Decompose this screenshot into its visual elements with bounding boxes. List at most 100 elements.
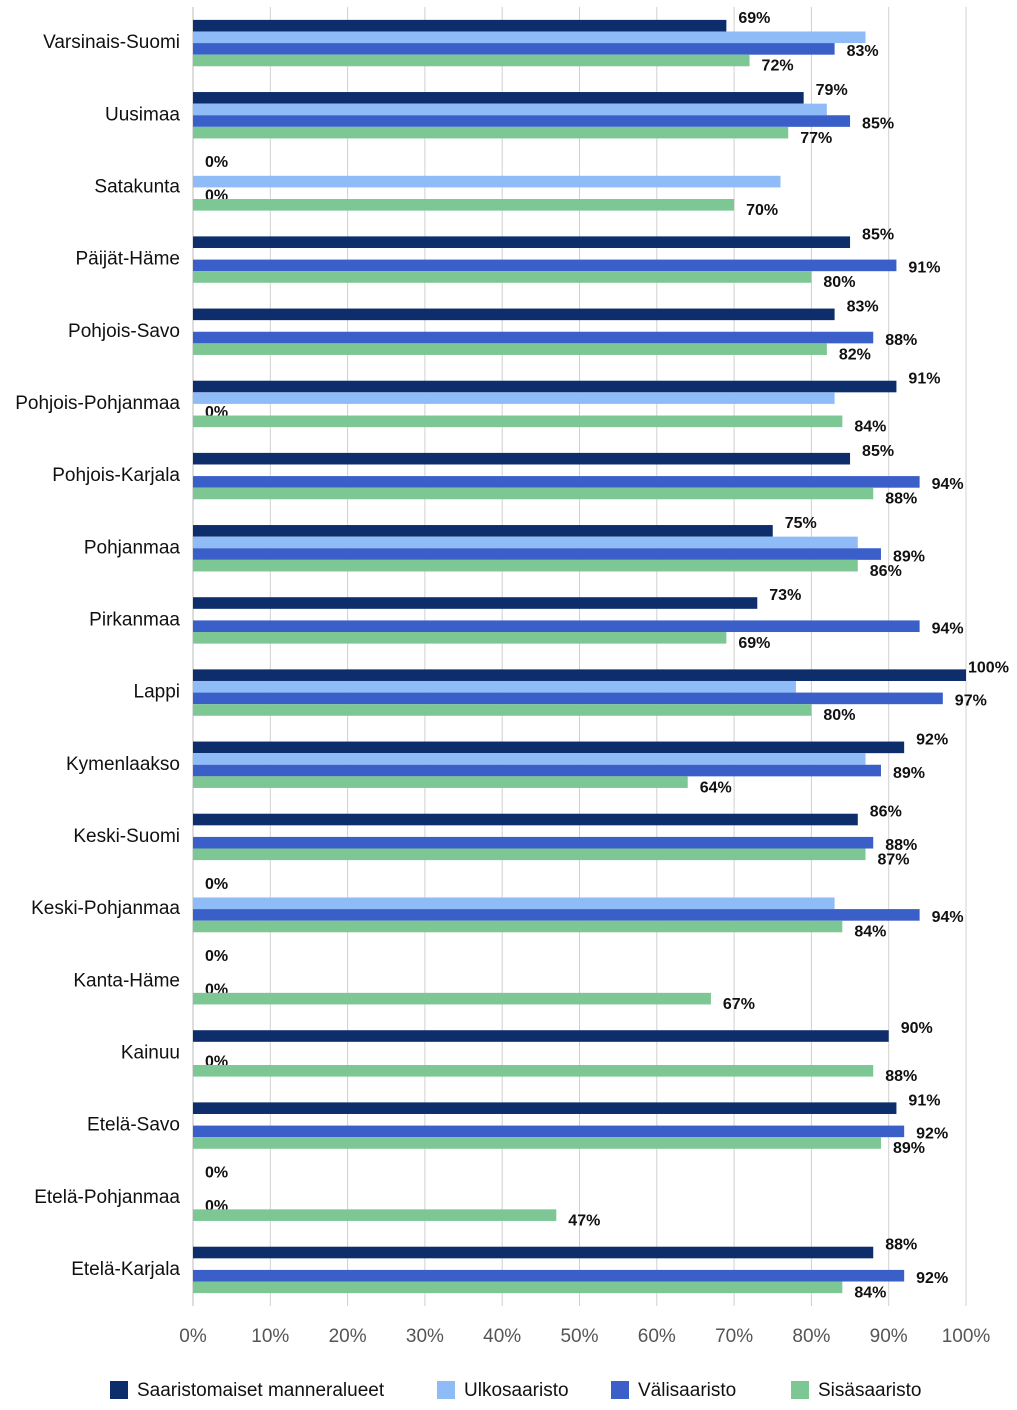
legend-label: Ulkosaaristo <box>464 1380 569 1401</box>
value-label: 70% <box>746 202 778 219</box>
bar <box>193 343 827 355</box>
x-tick-label: 10% <box>251 1326 289 1347</box>
value-label: 85% <box>862 443 894 460</box>
value-label: 97% <box>955 693 987 710</box>
bar <box>193 669 966 681</box>
bar <box>193 848 866 861</box>
bar <box>193 897 835 910</box>
bar <box>193 259 897 272</box>
value-label: 47% <box>568 1212 600 1229</box>
x-tick-label: 0% <box>179 1326 207 1347</box>
bar <box>193 1030 889 1042</box>
category-label: Etelä-Savo <box>87 1115 180 1136</box>
value-label: 72% <box>762 58 794 75</box>
bar <box>193 115 851 127</box>
bar <box>193 392 835 404</box>
value-label: 64% <box>700 779 732 796</box>
bar <box>193 308 835 321</box>
bar <box>193 19 727 32</box>
legend-swatch <box>110 1381 128 1399</box>
bar <box>193 331 874 344</box>
value-label: 84% <box>854 1285 886 1302</box>
bar <box>193 597 758 609</box>
value-label: 83% <box>847 43 879 60</box>
bar <box>193 103 827 116</box>
category-label: Kainuu <box>121 1042 180 1063</box>
bar <box>193 559 858 572</box>
value-label: 92% <box>916 1270 948 1287</box>
value-label: 92% <box>916 732 948 749</box>
x-tick-label: 50% <box>560 1326 598 1347</box>
category-label: Pohjois-Pohjanmaa <box>15 393 180 414</box>
bar <box>193 704 812 716</box>
bar <box>193 452 851 465</box>
bar <box>193 1209 557 1221</box>
bar <box>193 43 835 55</box>
bar <box>193 536 858 549</box>
bar <box>193 1137 881 1149</box>
bar <box>193 1125 905 1138</box>
category-label: Kanta-Häme <box>73 970 180 991</box>
value-label: 88% <box>885 1068 917 1085</box>
bar <box>193 753 866 765</box>
legend-label: Sisäsaaristo <box>818 1380 922 1401</box>
category-label: Etelä-Pohjanmaa <box>34 1187 180 1208</box>
category-label: Varsinais-Suomi <box>43 32 180 53</box>
bar <box>193 126 789 139</box>
value-label: 94% <box>932 620 964 637</box>
category-label: Keski-Suomi <box>73 826 180 847</box>
category-label: Etelä-Karjala <box>71 1259 180 1280</box>
value-label: 91% <box>908 371 940 388</box>
bar <box>193 776 688 788</box>
category-label: Satakunta <box>94 176 180 197</box>
value-label: 75% <box>785 515 817 532</box>
value-label: 83% <box>847 299 879 316</box>
category-label: Pohjanmaa <box>84 537 181 558</box>
value-label: 92% <box>916 1126 948 1143</box>
legend-swatch <box>437 1381 455 1399</box>
bar <box>193 813 858 826</box>
x-tick-label: 100% <box>942 1326 991 1347</box>
value-label: 88% <box>885 332 917 349</box>
bar <box>193 992 711 1005</box>
category-label: Päijät-Häme <box>75 249 180 270</box>
bar <box>193 1246 874 1259</box>
bar <box>193 380 897 393</box>
value-label: 91% <box>908 260 940 277</box>
bar <box>193 525 773 537</box>
category-label: Pohjois-Savo <box>68 321 180 342</box>
bar <box>193 632 727 644</box>
value-label: 89% <box>893 1140 925 1157</box>
bar <box>193 741 905 754</box>
value-label: 80% <box>823 274 855 291</box>
category-label: Lappi <box>134 682 181 703</box>
value-label: 91% <box>908 1092 940 1109</box>
value-label: 89% <box>893 765 925 782</box>
category-label: Kymenlaakso <box>66 754 180 775</box>
value-label: 100% <box>968 659 1009 676</box>
value-label: 87% <box>878 852 910 869</box>
bar <box>193 1281 843 1294</box>
bar <box>193 476 920 488</box>
x-tick-label: 60% <box>638 1326 676 1347</box>
bar <box>193 909 920 921</box>
bar <box>193 199 735 211</box>
value-label: 69% <box>738 635 770 652</box>
value-label: 67% <box>723 996 755 1013</box>
value-label: 90% <box>901 1020 933 1037</box>
bar <box>193 415 843 428</box>
value-label: 85% <box>862 226 894 243</box>
value-label: 94% <box>932 476 964 493</box>
x-tick-label: 20% <box>329 1326 367 1347</box>
x-tick-label: 40% <box>483 1326 521 1347</box>
category-label: Pohjois-Karjala <box>52 465 180 486</box>
x-tick-label: 80% <box>792 1326 830 1347</box>
legend-label: Saaristomaiset manneralueet <box>137 1380 385 1401</box>
category-label: Keski-Pohjanmaa <box>31 898 180 919</box>
value-label: 80% <box>823 707 855 724</box>
bar <box>193 680 796 693</box>
bar <box>193 620 920 633</box>
category-label: Pirkanmaa <box>89 609 180 630</box>
category-label: Uusimaa <box>105 104 180 125</box>
bar <box>193 31 866 44</box>
